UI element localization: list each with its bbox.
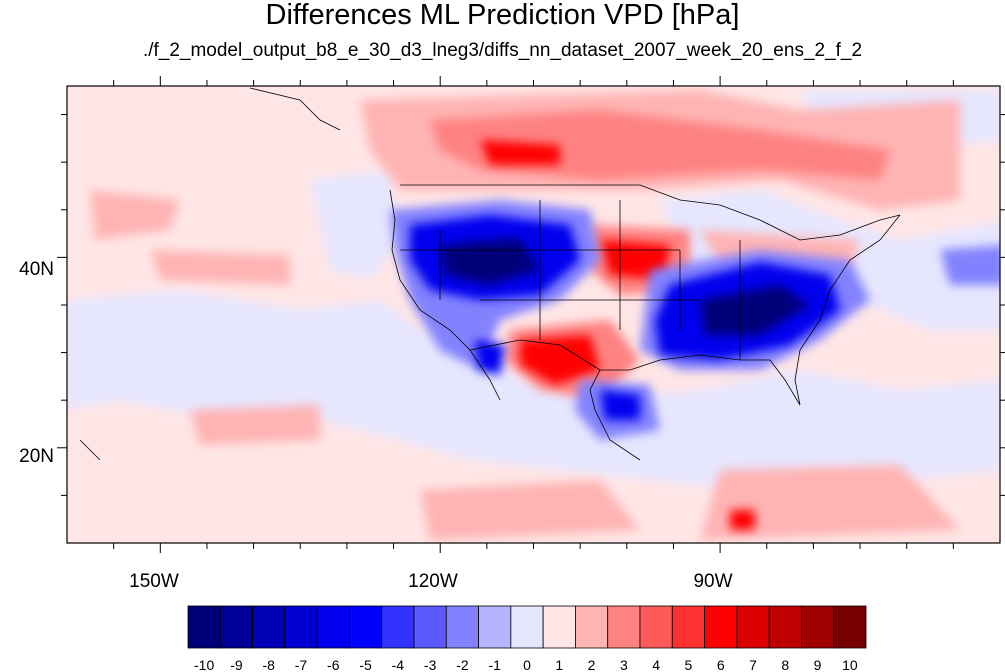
colorbar-box (413, 605, 447, 649)
colorbar-box (801, 605, 835, 649)
colorbar-box (349, 605, 383, 649)
colorbar-label: -10 (194, 657, 214, 672)
colorbar-label: 7 (749, 657, 757, 672)
colorbar-box (768, 605, 802, 649)
colorbar-label: -4 (392, 657, 405, 672)
colorbar-label: 2 (588, 657, 596, 672)
colorbar-box (284, 605, 318, 649)
colorbar-box (187, 605, 221, 649)
colorbar-box (607, 605, 641, 649)
colorbar-label: 6 (717, 657, 725, 672)
colorbar-box (478, 605, 512, 649)
colorbar-box (510, 605, 544, 649)
colorbar-box (316, 605, 350, 649)
colorbar-label: 3 (620, 657, 628, 672)
colorbar-box (542, 605, 576, 649)
colorbar-label: 10 (842, 657, 858, 672)
y-tick-label-20n: 20N (19, 446, 54, 467)
colorbar-label: 0 (523, 657, 531, 672)
colorbar-label: -6 (327, 657, 340, 672)
colorbar-label: -7 (295, 657, 308, 672)
colorbar-label: 8 (781, 657, 789, 672)
colorbar-labels: -10 -9 -8 -7 -6 -5 -4 -3 -2 -1 0 1 2 3 4 5 6 7 8 9 10 (194, 657, 858, 672)
chart-subtitle: ./f_2_model_output_b8_e_30_d3_lneg3/diff… (142, 40, 863, 61)
y-tick-label-40n: 40N (19, 259, 54, 280)
colorbar-label: -9 (230, 657, 243, 672)
x-ticks (113, 76, 954, 553)
colorbar-box (445, 605, 479, 649)
x-tick-label-120w: 120W (408, 571, 458, 592)
colorbar-box (833, 605, 867, 649)
colorbar-label: -3 (424, 657, 437, 672)
x-tick-label-150w: 150W (129, 571, 179, 592)
coastlines-and-borders (79, 87, 901, 461)
colorbar-box (736, 605, 770, 649)
colorbar-label: -5 (359, 657, 372, 672)
colorbar-box (671, 605, 705, 649)
colorbar-box (252, 605, 286, 649)
chart-title: Differences ML Prediction VPD [hPa] (265, 0, 740, 31)
y-ticks (57, 114, 1005, 496)
colorbar (187, 605, 867, 649)
colorbar-label: -8 (262, 657, 275, 672)
colorbar-label: 5 (685, 657, 693, 672)
map-plot-area (67, 86, 1000, 543)
x-tick-label-90w: 90W (693, 571, 732, 592)
colorbar-box (704, 605, 738, 649)
colorbar-box (639, 605, 673, 649)
colorbar-box (575, 605, 609, 649)
colorbar-box (381, 605, 415, 649)
colorbar-label: 4 (652, 657, 660, 672)
colorbar-label: 1 (555, 657, 563, 672)
colorbar-label: 9 (814, 657, 822, 672)
colorbar-label: -1 (488, 657, 501, 672)
colorbar-box (219, 605, 253, 649)
colorbar-label: -2 (456, 657, 469, 672)
